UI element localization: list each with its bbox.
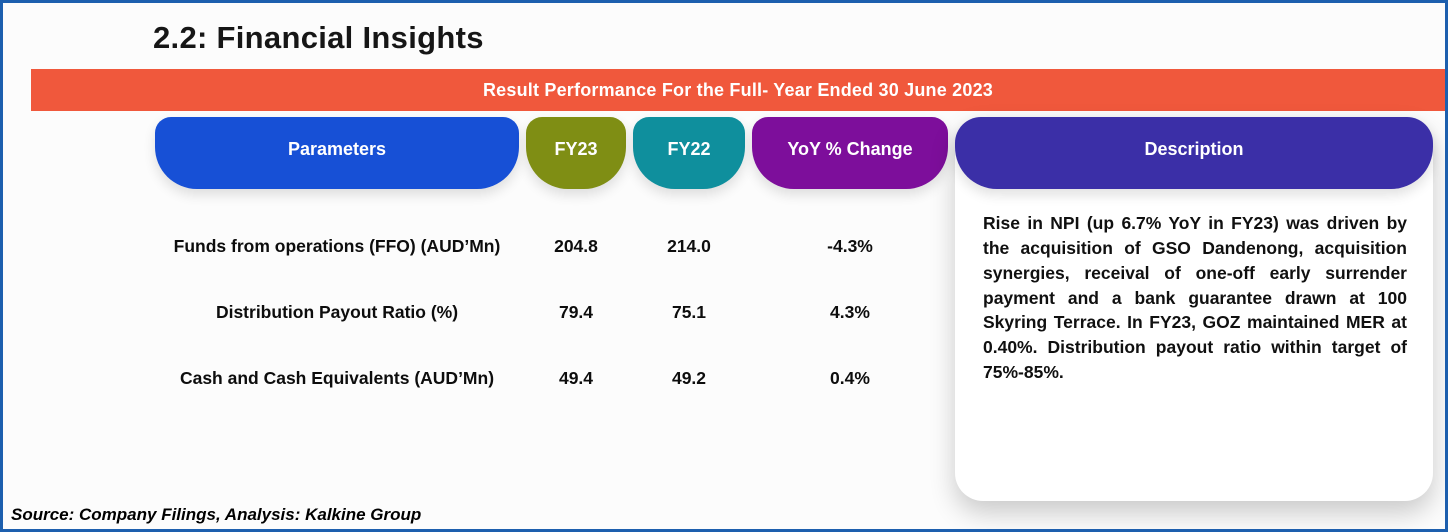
column-header-fy22: FY22 (633, 117, 745, 189)
yoy-change-cell: 0.4% (830, 367, 870, 388)
description-text: Rise in NPI (up 6.7% YoY in FY23) was dr… (983, 213, 1407, 383)
column-header-fy23: FY23 (526, 117, 626, 189)
table-row: Distribution Payout Ratio (%) 79.4 75.1 … (155, 279, 948, 345)
column-header-parameters: Parameters (155, 117, 519, 189)
yoy-change-cell: 4.3% (830, 301, 870, 322)
table-area: Parameters FY23 FY22 YoY % Change Funds … (155, 117, 1445, 501)
fy22-value-cell: 214.0 (667, 235, 711, 256)
fy23-value-cell: 204.8 (554, 235, 598, 256)
parameter-cell: Funds from operations (FFO) (AUD’Mn) (173, 235, 501, 256)
parameter-cell: Distribution Payout Ratio (%) (215, 301, 459, 322)
fy23-value-cell: 79.4 (558, 301, 594, 322)
table-row: Funds from operations (FFO) (AUD’Mn) 204… (155, 213, 948, 279)
fy22-value-cell: 49.2 (671, 367, 707, 388)
description-card: Description Rise in NPI (up 6.7% YoY in … (955, 117, 1433, 501)
source-note: Source: Company Filings, Analysis: Kalki… (11, 505, 422, 524)
column-header-description: Description (955, 117, 1433, 189)
banner: Result Performance For the Full- Year En… (31, 69, 1445, 111)
table-rows: Funds from operations (FFO) (AUD’Mn) 204… (155, 189, 948, 411)
page-title: 2.2: Financial Insights (153, 20, 484, 55)
table-row: Cash and Cash Equivalents (AUD’Mn) 49.4 … (155, 345, 948, 411)
parameter-cell: Cash and Cash Equivalents (AUD’Mn) (179, 367, 495, 388)
data-table: Parameters FY23 FY22 YoY % Change Funds … (155, 117, 948, 411)
fy23-value-cell: 49.4 (558, 367, 594, 388)
column-headers-row: Parameters FY23 FY22 YoY % Change (155, 117, 948, 189)
fy22-value-cell: 75.1 (671, 301, 707, 322)
column-header-yoy-change: YoY % Change (752, 117, 948, 189)
banner-text: Result Performance For the Full- Year En… (482, 79, 994, 100)
yoy-change-cell: -4.3% (827, 235, 873, 256)
